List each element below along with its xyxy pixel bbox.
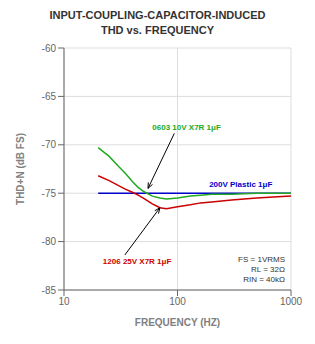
svg-text:RIN = 40kΩ: RIN = 40kΩ [243, 275, 285, 284]
svg-text:1206 25V X7R 1μF: 1206 25V X7R 1μF [103, 257, 172, 266]
svg-text:-65: -65 [42, 91, 57, 102]
svg-text:RL = 32Ω: RL = 32Ω [251, 265, 285, 274]
svg-text:1000: 1000 [280, 296, 303, 307]
html-text:THD vs. FREQUENCY: THD vs. FREQUENCY [101, 24, 214, 36]
svg-text:FS = 1VRMS: FS = 1VRMS [238, 255, 285, 264]
svg-text:10: 10 [58, 296, 70, 307]
svg-text:-85: -85 [42, 285, 57, 296]
svg-text:-70: -70 [42, 139, 57, 150]
html-text:INPUT-COUPLING-CAPACITOR-INDUC: INPUT-COUPLING-CAPACITOR-INDUCED [49, 9, 266, 21]
svg-text:-75: -75 [42, 188, 57, 199]
svg-text:THD+N (dB FS): THD+N (dB FS) [15, 133, 26, 205]
svg-text:100: 100 [169, 296, 186, 307]
svg-text:FREQUENCY (HZ): FREQUENCY (HZ) [135, 317, 220, 328]
svg-text:200V Plastic 1μF: 200V Plastic 1μF [209, 180, 272, 189]
svg-text:0603 10V X7R 1μF: 0603 10V X7R 1μF [152, 123, 221, 132]
svg-text:-60: -60 [42, 43, 57, 54]
svg-text:-80: -80 [42, 236, 57, 247]
